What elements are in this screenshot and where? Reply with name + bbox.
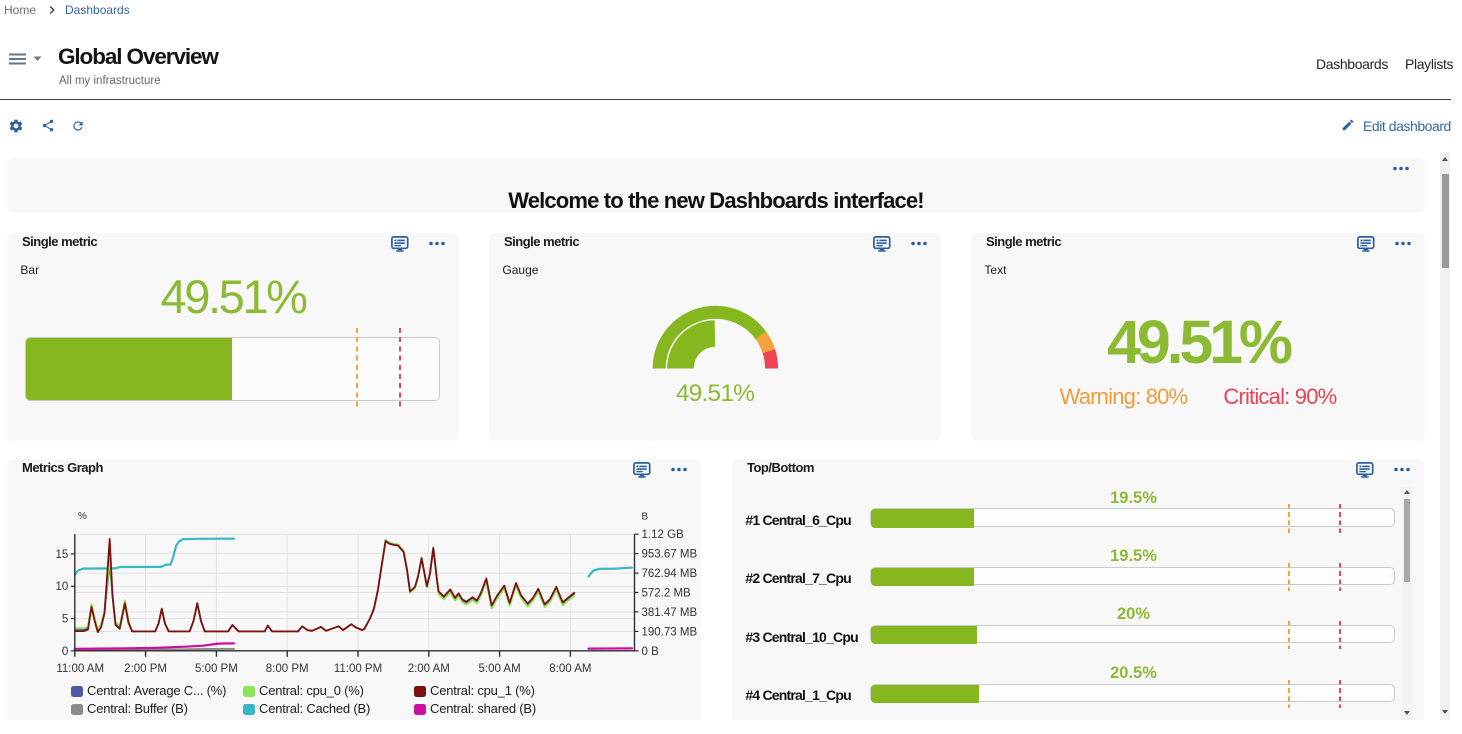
svg-text:11:00 PM: 11:00 PM — [334, 663, 382, 675]
svg-text:2:00 AM: 2:00 AM — [408, 663, 450, 675]
svg-text:5:00 AM: 5:00 AM — [478, 663, 520, 675]
svg-text:%: % — [78, 511, 87, 522]
svg-text:0: 0 — [62, 646, 68, 658]
svg-text:0 B: 0 B — [642, 646, 660, 658]
svg-text:5:00 PM: 5:00 PM — [195, 663, 238, 675]
svg-text:11:00 AM: 11:00 AM — [56, 663, 104, 675]
svg-text:5: 5 — [62, 614, 68, 626]
svg-text:B: B — [642, 512, 649, 523]
svg-text:8:00 AM: 8:00 AM — [549, 663, 591, 675]
svg-text:953.67 MB: 953.67 MB — [642, 549, 698, 561]
svg-text:10: 10 — [56, 581, 69, 593]
svg-text:762.94 MB: 762.94 MB — [642, 568, 698, 580]
svg-text:2:00 PM: 2:00 PM — [124, 663, 167, 675]
svg-text:190.73 MB: 190.73 MB — [642, 626, 698, 638]
svg-text:15: 15 — [56, 549, 69, 561]
svg-text:381.47 MB: 381.47 MB — [642, 607, 698, 619]
svg-text:8:00 PM: 8:00 PM — [266, 663, 309, 675]
svg-text:572.2 MB: 572.2 MB — [642, 588, 692, 600]
svg-text:1.12 GB: 1.12 GB — [642, 529, 685, 541]
